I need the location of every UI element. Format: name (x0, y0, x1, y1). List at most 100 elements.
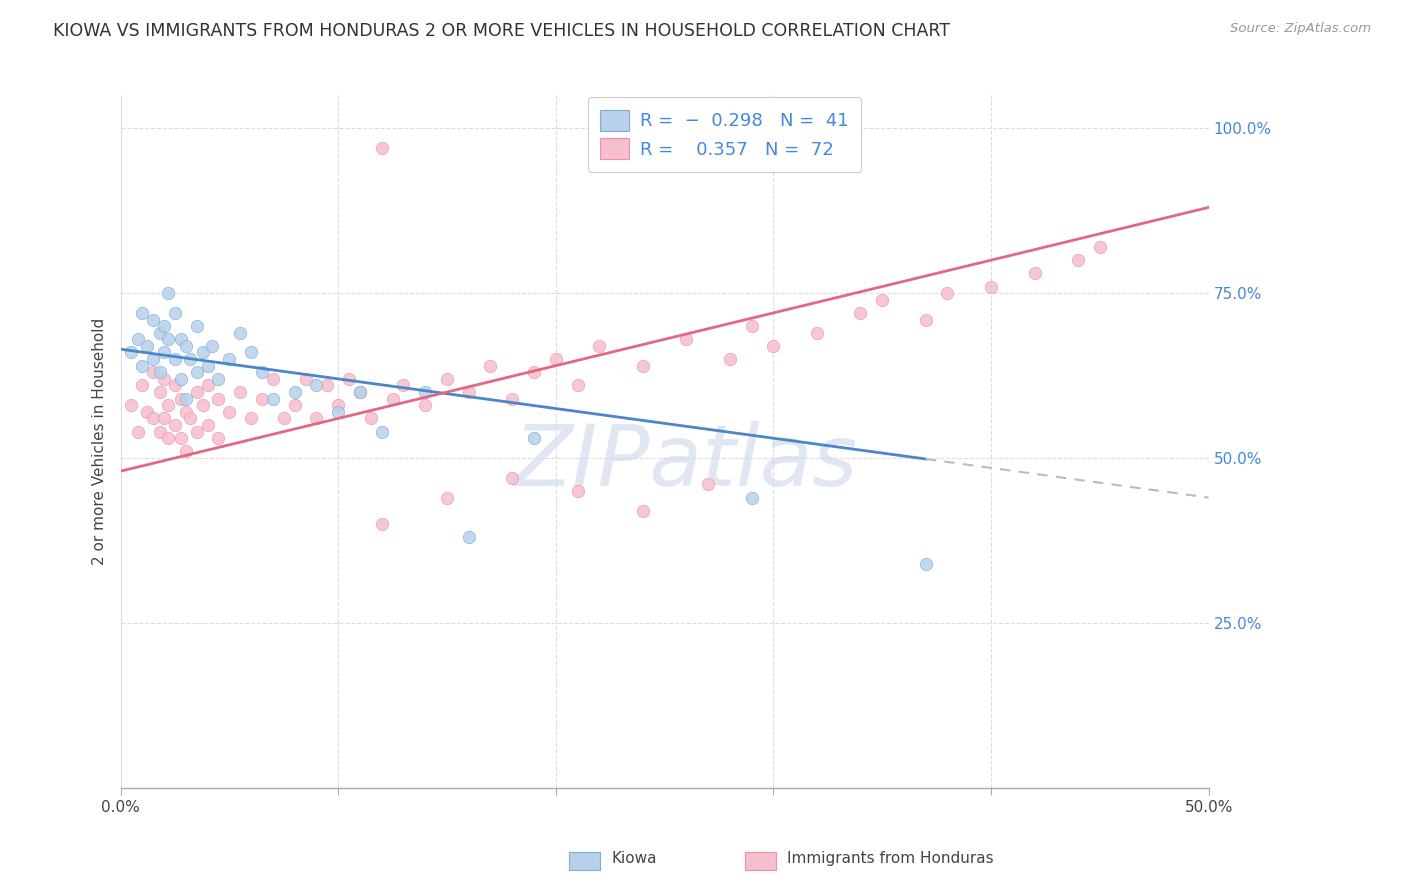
Point (294, 372, 316, 386)
Point (153, 411, 176, 425)
Point (157, 431, 180, 445)
Point (163, 352, 186, 367)
Point (436, 491, 458, 505)
Point (149, 365, 172, 379)
Point (153, 319, 176, 334)
Point (170, 431, 193, 445)
Point (718, 352, 741, 367)
Point (305, 411, 328, 425)
Point (186, 365, 208, 379)
Text: Kiowa: Kiowa (612, 851, 657, 865)
Point (170, 332, 193, 346)
Point (849, 306, 872, 320)
Point (544, 352, 567, 367)
Point (523, 431, 546, 445)
Point (250, 365, 273, 379)
Point (174, 405, 197, 419)
Point (697, 477, 720, 491)
Point (229, 385, 252, 400)
Point (197, 359, 219, 373)
Text: ZIPatlas: ZIPatlas (515, 421, 859, 504)
Point (870, 293, 893, 307)
Point (392, 378, 415, 392)
Point (413, 385, 436, 400)
Point (631, 504, 654, 518)
Point (157, 332, 180, 346)
Point (305, 378, 328, 392)
Point (741, 319, 763, 334)
Point (120, 345, 142, 359)
Point (174, 339, 197, 353)
Point (806, 326, 828, 340)
Point (153, 345, 176, 359)
Point (186, 425, 208, 439)
Point (131, 306, 153, 320)
Point (284, 385, 307, 400)
Point (163, 378, 186, 392)
Point (370, 141, 392, 155)
Point (207, 431, 229, 445)
Point (479, 359, 502, 373)
Point (457, 385, 479, 400)
Point (914, 557, 936, 571)
Point (197, 378, 219, 392)
Point (201, 339, 224, 353)
Point (207, 372, 229, 386)
Point (120, 398, 142, 412)
Point (381, 392, 404, 406)
Point (567, 483, 589, 498)
Point (174, 392, 197, 406)
Point (240, 345, 263, 359)
Point (914, 312, 936, 326)
Legend: R =  − 0.298   N =  41, R =    0.357   N =  72: R = − 0.298 N = 41, R = 0.357 N = 72 (588, 97, 862, 171)
Point (157, 398, 180, 412)
Point (149, 425, 172, 439)
Point (157, 286, 180, 301)
Point (1088, 240, 1111, 254)
Point (174, 444, 197, 458)
Point (179, 352, 201, 367)
Point (262, 372, 284, 386)
Point (142, 411, 165, 425)
Point (207, 392, 229, 406)
Point (349, 385, 371, 400)
Point (337, 372, 360, 386)
Point (567, 378, 589, 392)
Point (250, 392, 273, 406)
Point (328, 398, 350, 412)
Point (170, 372, 193, 386)
Y-axis label: 2 or more Vehicles in Household: 2 or more Vehicles in Household (93, 318, 107, 566)
Point (218, 405, 240, 419)
Point (135, 405, 157, 419)
Point (360, 411, 382, 425)
Point (413, 398, 436, 412)
Point (135, 339, 157, 353)
Point (1067, 253, 1090, 268)
Point (179, 411, 201, 425)
Point (370, 516, 392, 531)
Point (762, 339, 785, 353)
Point (218, 352, 240, 367)
Point (588, 339, 610, 353)
Point (153, 372, 176, 386)
Point (262, 392, 284, 406)
Point (193, 398, 215, 412)
Point (284, 398, 307, 412)
Point (149, 385, 172, 400)
Point (501, 471, 523, 485)
Point (142, 352, 165, 367)
Point (163, 417, 186, 432)
Point (163, 306, 186, 320)
Point (316, 378, 339, 392)
Point (142, 365, 165, 379)
Point (457, 530, 479, 544)
Point (131, 378, 153, 392)
Point (328, 405, 350, 419)
Point (741, 491, 763, 505)
Point (523, 365, 546, 379)
Point (436, 372, 458, 386)
Point (197, 417, 219, 432)
Point (149, 326, 172, 340)
Point (193, 345, 215, 359)
Point (675, 332, 697, 346)
